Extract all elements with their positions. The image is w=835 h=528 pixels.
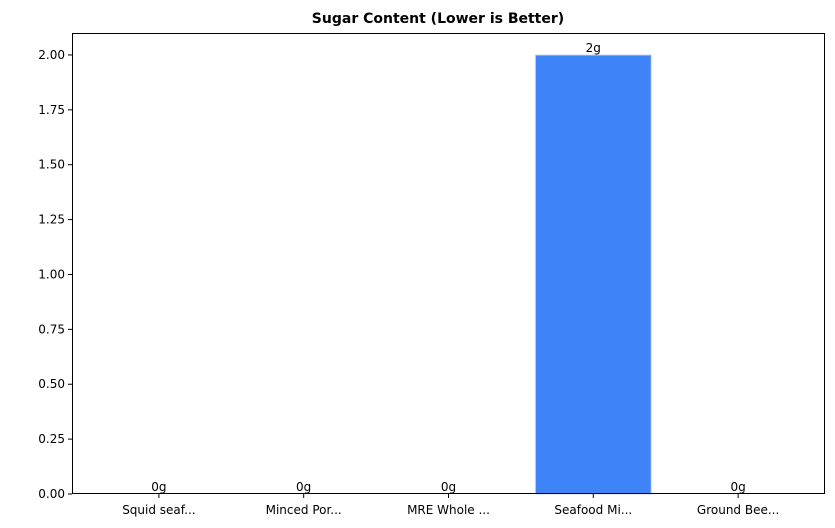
y-tick-label-6: 1.50 [38,158,65,172]
data-label-2: 0g [441,480,456,494]
y-tick-label-4: 1.00 [38,267,65,281]
x-tick-label-1: Minced Por... [266,503,342,517]
y-tick-label-1: 0.25 [38,432,65,446]
x-tick-label-2: MRE Whole ... [407,503,490,517]
y-tick-label-7: 1.75 [38,103,65,117]
bars-group [534,54,652,495]
x-tick-label-4: Ground Bee... [697,503,779,517]
y-tick-label-3: 0.75 [38,322,65,336]
x-tick-label-3: Seafood Mi... [554,503,632,517]
data-label-1: 0g [296,480,311,494]
data-labels-group: 0g 0g 0g 2g 0g [151,41,745,494]
y-axis: 0.00 0.25 0.50 0.75 1.00 1.25 1.50 1.75 2.00 [38,48,72,501]
data-label-0: 0g [151,480,166,494]
bar-3 [534,54,652,495]
y-tick-label-8: 2.00 [38,48,65,62]
data-label-4: 0g [730,480,745,494]
chart-title: Sugar Content (Lower is Better) [312,11,564,27]
y-tick-label-2: 0.50 [38,377,65,391]
y-tick-label-0: 0.00 [38,487,65,501]
data-label-3: 2g [586,41,601,55]
plot-frame [72,33,825,494]
y-tick-label-5: 1.25 [38,213,65,227]
x-axis: Squid seaf... Minced Por... MRE Whole ... S… [122,494,779,517]
x-tick-label-0: Squid seaf... [122,503,195,517]
